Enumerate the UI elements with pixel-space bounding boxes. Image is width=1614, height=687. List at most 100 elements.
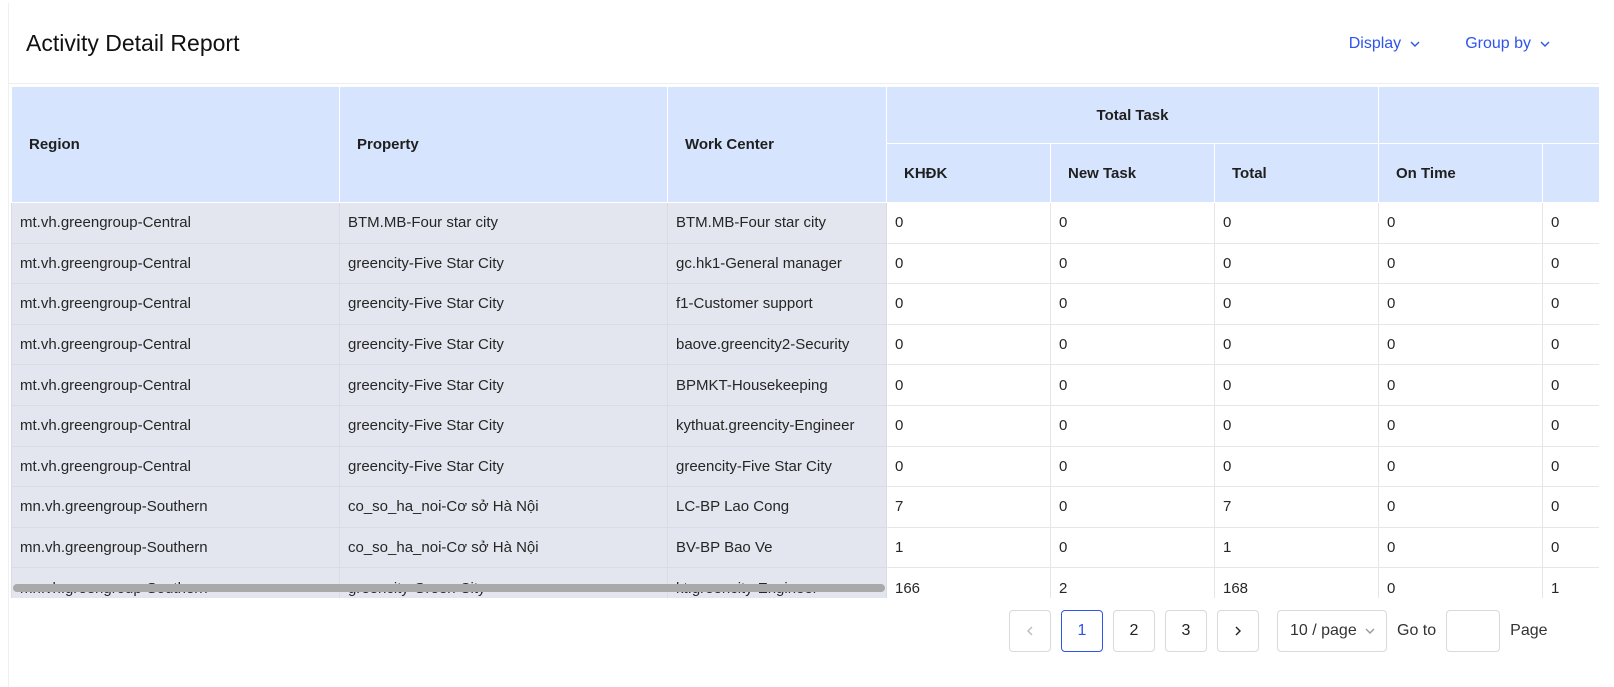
cell-total: 168 <box>1213 567 1380 598</box>
goto-page-input[interactable] <box>1446 610 1501 652</box>
cell-khdk: 0 <box>886 323 1051 366</box>
table-row: mt.vh.greengroup-Central greencity-Five … <box>11 404 1599 447</box>
cell-on-time: 0 <box>1378 567 1544 598</box>
report-page: Activity Detail Report Display Group by … <box>8 3 1599 687</box>
column-header-khdk[interactable]: KHĐK <box>886 143 1051 203</box>
cell-on-time: 0 <box>1378 404 1544 447</box>
cell-work-center: BTM.MB-Four star city <box>667 202 887 244</box>
column-header-next[interactable] <box>1542 143 1599 203</box>
cell-on-time: 0 <box>1378 323 1544 366</box>
cell-total: 0 <box>1213 242 1380 285</box>
cell-khdk: 7 <box>886 486 1051 528</box>
column-header-region[interactable]: Region <box>11 86 340 203</box>
cell-region: mn.vh.greengroup-Southern <box>11 567 340 598</box>
chevron-down-icon <box>1410 41 1420 47</box>
cell-work-center: BPMKT-Housekeeping <box>667 364 887 406</box>
cell-property: co_so_ha_noi-Cơ sở Hà Nội <box>339 486 668 528</box>
cell-total: 0 <box>1213 202 1380 244</box>
cell-work-center: kythuat.greencity-Engineer <box>667 404 887 447</box>
cell-on-time: 0 <box>1378 242 1544 285</box>
group-by-dropdown[interactable]: Group by <box>1465 35 1551 53</box>
cell-next: 0 <box>1542 242 1599 285</box>
cell-region: mt.vh.greengroup-Central <box>11 323 340 366</box>
cell-property: greencity-Five Star City <box>339 404 668 447</box>
cell-on-time: 0 <box>1378 445 1544 488</box>
group-by-dropdown-label: Group by <box>1465 35 1531 52</box>
cell-khdk: 166 <box>886 567 1051 598</box>
table-row: mt.vh.greengroup-Central greencity-Five … <box>11 283 1599 325</box>
report-table-container[interactable]: Region Property Work Center Total Task K… <box>11 86 1599 598</box>
next-page-button[interactable] <box>1217 610 1259 652</box>
cell-region: mt.vh.greengroup-Central <box>11 445 340 488</box>
cell-total: 0 <box>1213 283 1380 325</box>
table-row: mt.vh.greengroup-Central BTM.MB-Four sta… <box>11 202 1599 244</box>
table-row: mt.vh.greengroup-Central greencity-Five … <box>11 445 1599 488</box>
cell-property: BTM.MB-Four star city <box>339 202 668 244</box>
cell-total: 0 <box>1213 445 1380 488</box>
cell-khdk: 0 <box>886 283 1051 325</box>
column-header-new-task[interactable]: New Task <box>1050 143 1215 203</box>
cell-region: mn.vh.greengroup-Southern <box>11 526 340 569</box>
cell-next: 0 <box>1542 283 1599 325</box>
cell-region: mt.vh.greengroup-Central <box>11 404 340 447</box>
cell-new-task: 0 <box>1050 364 1215 406</box>
table-row: mt.vh.greengroup-Central greencity-Five … <box>11 364 1599 406</box>
page-size-label: 10 / page <box>1290 622 1357 639</box>
cell-next: 0 <box>1542 202 1599 244</box>
page-button-1[interactable]: 1 <box>1061 610 1103 652</box>
cell-work-center: gc.hk1-General manager <box>667 242 887 285</box>
display-dropdown-label: Display <box>1348 35 1402 52</box>
cell-next: 0 <box>1542 486 1599 528</box>
cell-property: greencity-Five Star City <box>339 323 668 366</box>
page-title: Activity Detail Report <box>26 30 240 56</box>
cell-khdk: 0 <box>886 404 1051 447</box>
column-header-property[interactable]: Property <box>339 86 668 203</box>
column-header-total[interactable]: Total <box>1213 143 1380 203</box>
page-button-2[interactable]: 2 <box>1113 610 1155 652</box>
prev-page-button[interactable] <box>1009 610 1051 652</box>
cell-new-task: 0 <box>1050 323 1215 366</box>
cell-work-center: f1-Customer support <box>667 283 887 325</box>
chevron-right-icon <box>1235 626 1241 636</box>
cell-new-task: 2 <box>1050 567 1215 598</box>
column-group-total-task: Total Task <box>885 86 1380 144</box>
cell-new-task: 0 <box>1050 526 1215 569</box>
cell-khdk: 0 <box>886 364 1051 406</box>
report-table: Region Property Work Center Total Task K… <box>11 86 1599 598</box>
display-dropdown[interactable]: Display <box>1349 35 1421 53</box>
cell-new-task: 0 <box>1050 242 1215 285</box>
cell-new-task: 0 <box>1050 445 1215 488</box>
column-header-on-time[interactable]: On Time <box>1378 143 1544 203</box>
horizontal-scrollbar[interactable] <box>13 584 885 592</box>
column-header-work-center[interactable]: Work Center <box>667 86 887 203</box>
cell-khdk: 0 <box>886 445 1051 488</box>
cell-next: 0 <box>1542 404 1599 447</box>
page-size-select[interactable]: 10 / page <box>1277 610 1387 652</box>
cell-region: mt.vh.greengroup-Central <box>11 242 340 285</box>
cell-next: 1 <box>1542 567 1599 598</box>
cell-total: 7 <box>1213 486 1380 528</box>
page-button-3[interactable]: 3 <box>1165 610 1207 652</box>
cell-work-center: greencity-Five Star City <box>667 445 887 488</box>
cell-region: mt.vh.greengroup-Central <box>11 364 340 406</box>
chevron-down-icon <box>1540 41 1550 47</box>
cell-new-task: 0 <box>1050 283 1215 325</box>
cell-property: greencity-Five Star City <box>339 445 668 488</box>
cell-property: greencity-Five Star City <box>339 364 668 406</box>
report-header: Activity Detail Report Display Group by <box>9 3 1599 84</box>
cell-region: mt.vh.greengroup-Central <box>11 283 340 325</box>
cell-work-center: LC-BP Lao Cong <box>667 486 887 528</box>
cell-region: mt.vh.greengroup-Central <box>11 202 340 244</box>
cell-property: greencity-Green City <box>339 567 668 598</box>
cell-on-time: 0 <box>1378 364 1544 406</box>
table-row: mn.vh.greengroup-Southern greencity-Gree… <box>11 567 1599 598</box>
table-row: mn.vh.greengroup-Southern co_so_ha_noi-C… <box>11 526 1599 569</box>
cell-khdk: 0 <box>886 202 1051 244</box>
cell-total: 0 <box>1213 364 1380 406</box>
cell-work-center: baove.greencity2-Security <box>667 323 887 366</box>
cell-property: greencity-Five Star City <box>339 242 668 285</box>
column-group-next <box>1378 86 1599 144</box>
table-row: mn.vh.greengroup-Southern co_so_ha_noi-C… <box>11 486 1599 528</box>
cell-next: 0 <box>1542 526 1599 569</box>
chevron-down-icon <box>1365 628 1375 634</box>
